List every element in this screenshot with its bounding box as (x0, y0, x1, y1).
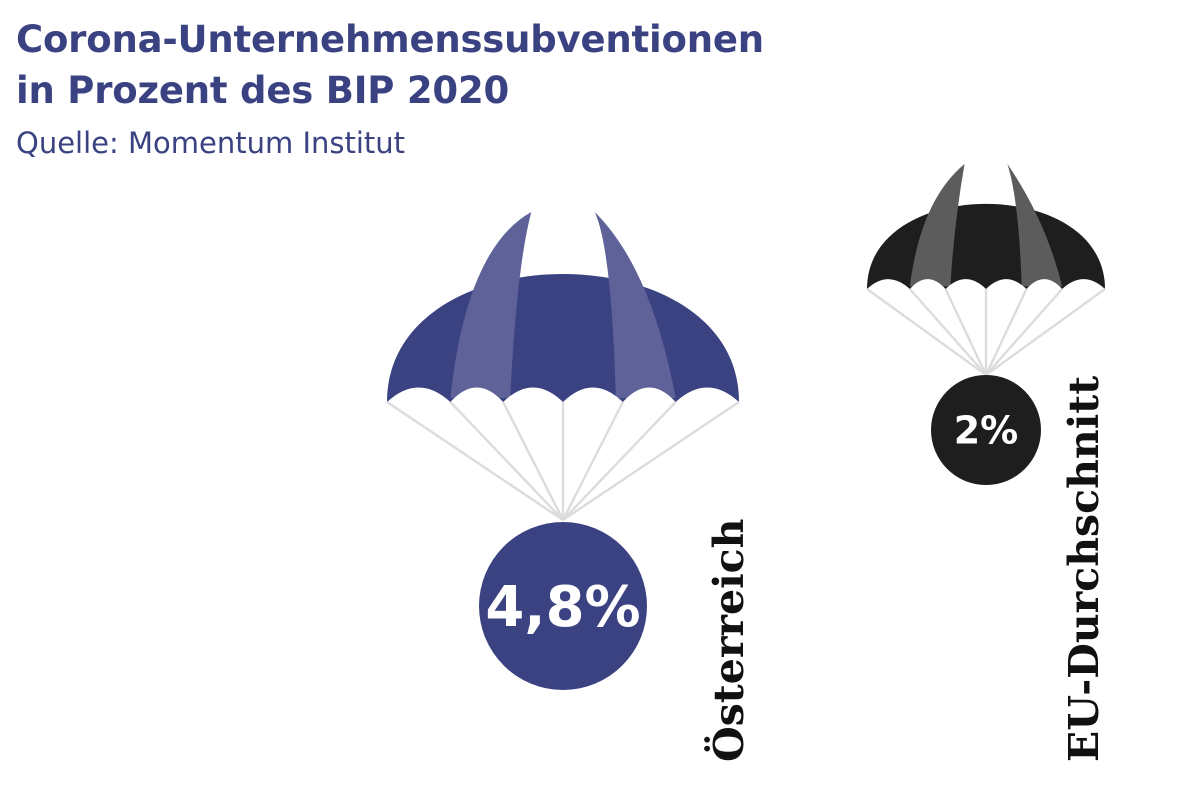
canopy-scallop-0-4 (622, 387, 676, 402)
suspension-line-0-0 (386, 401, 564, 521)
category-label-1: EU-Durchschnitt (1060, 376, 1108, 762)
chart-source: Quelle: Momentum Institut (16, 126, 406, 160)
canopy-scallop-0-3 (563, 387, 623, 402)
canopy-scallop-0-0 (387, 387, 451, 402)
canopy-scallop-1-5 (1062, 279, 1105, 289)
canopy-scallop-0-2 (503, 387, 563, 402)
canopy-1 (867, 203, 1105, 289)
suspension-line-0-6 (562, 401, 740, 521)
chart-title-line-1: Corona-Unternehmenssubventionen (16, 18, 764, 61)
canopy-scallop-0-5 (675, 387, 739, 402)
canopy-0 (387, 273, 739, 402)
suspension-line-1-5 (985, 288, 1064, 376)
suspension-line-0-2 (502, 401, 565, 521)
canopy-scallop-1-1 (909, 279, 946, 289)
value-label-1: 2% (954, 409, 1019, 453)
canopy-panel-1-1 (1007, 164, 1063, 287)
suspension-line-0-5 (562, 401, 677, 521)
canopy-scallop-1-0 (867, 279, 910, 289)
suspension-line-1-4 (984, 288, 1028, 376)
suspension-line-1-0 (866, 288, 987, 376)
suspension-line-0-1 (449, 401, 564, 521)
canopy-scallop-1-2 (945, 279, 986, 289)
parachute-eu: 2% EU-Durchschnitt (866, 164, 1108, 762)
canopy-scallop-1-3 (986, 279, 1027, 289)
value-circle-0 (479, 522, 647, 690)
chart-title: Corona-Unternehmenssubventionen in Proze… (16, 14, 764, 116)
chart-title-line-2: in Prozent des BIP 2020 (16, 69, 510, 112)
canopy-panel-0-0 (450, 212, 532, 399)
suspension-line-0-4 (561, 401, 624, 521)
canopy-panel-1-0 (909, 164, 965, 287)
suspension-line-1-1 (908, 288, 987, 376)
suspension-line-1-6 (985, 288, 1106, 376)
suspension-line-1-2 (944, 288, 988, 376)
canopy-scallop-1-4 (1026, 279, 1063, 289)
value-circle-1 (931, 375, 1041, 485)
canopy-panel-0-1 (594, 212, 676, 399)
canopy-scallop-0-1 (450, 387, 504, 402)
parachute-oesterreich: 4,8% Österreich (386, 212, 753, 762)
category-label-0: Österreich (704, 519, 753, 762)
value-label-0: 4,8% (485, 575, 640, 640)
